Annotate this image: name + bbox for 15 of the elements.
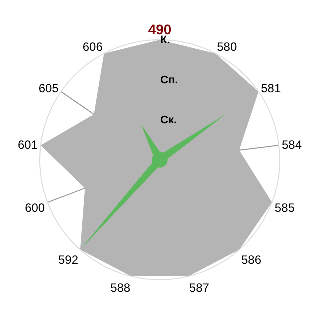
y-tick-label: Сп. — [160, 74, 178, 87]
spoke-label: 587 — [189, 280, 210, 295]
spoke-label: 605 — [38, 81, 60, 96]
y-tick-label: К. — [160, 34, 170, 47]
spoke-label: 606 — [82, 40, 104, 54]
spoke-label: 585 — [274, 200, 296, 215]
y-tick-label: Ск. — [160, 114, 178, 127]
spoke-label: 584 — [282, 138, 302, 152]
spoke-label: 592 — [58, 252, 79, 267]
spoke-label: 601 — [18, 138, 38, 152]
spoke-label: 581 — [261, 81, 282, 96]
spoke-label: 580 — [217, 40, 238, 54]
spoke-label: 586 — [242, 252, 262, 267]
spoke-label: 588 — [110, 280, 131, 295]
spoke-label: 600 — [25, 200, 46, 215]
